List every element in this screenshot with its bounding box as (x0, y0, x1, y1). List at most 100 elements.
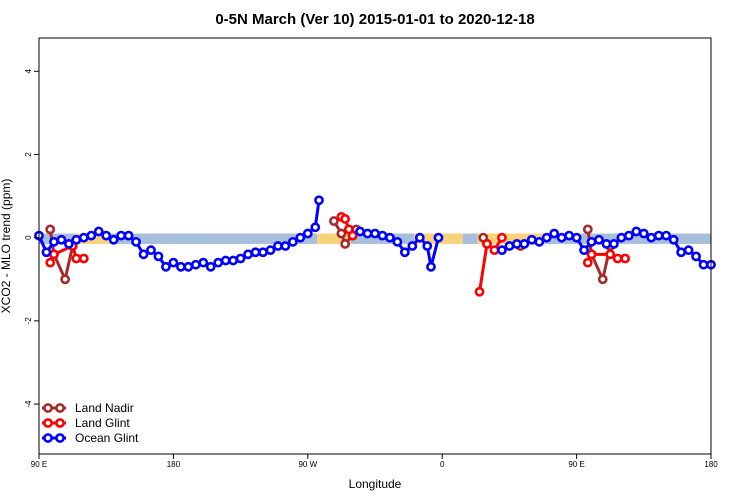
y-axis: -4 -2 0 2 4 (24, 69, 39, 408)
data-point (265, 245, 276, 256)
data-point (597, 274, 608, 285)
data-point (638, 228, 649, 239)
data-point (698, 259, 709, 270)
data-point (161, 261, 171, 272)
data-point (347, 230, 358, 241)
data-point (586, 236, 597, 247)
data-point (497, 232, 507, 243)
data-point (683, 245, 694, 256)
x-tick-label: 90 E (31, 460, 47, 469)
data-point (586, 249, 597, 260)
data-point (653, 230, 664, 241)
data-point (549, 228, 560, 239)
data-point (392, 236, 403, 247)
data-point (631, 226, 642, 237)
data-point (582, 224, 593, 235)
data-point (45, 224, 56, 235)
data-point (489, 245, 500, 256)
data-point (609, 239, 619, 249)
legend-label: Land Glint (75, 416, 130, 430)
y-tick-label: 2 (24, 152, 33, 157)
data-point (116, 230, 127, 241)
data-point (131, 236, 141, 247)
data-point (329, 216, 339, 226)
reference-band (462, 233, 478, 244)
data-point (175, 261, 186, 272)
x-tick-label: 90 W (298, 460, 317, 469)
data-point (250, 247, 261, 258)
data-point (235, 253, 246, 264)
data-point (213, 257, 224, 268)
data-point (243, 249, 253, 260)
data-point (71, 253, 82, 264)
series-land-glint (45, 211, 631, 297)
data-point (541, 232, 552, 243)
data-point (399, 247, 410, 258)
data-point (582, 257, 593, 268)
legend-item: Ocean Glint (42, 431, 139, 445)
data-point (258, 247, 268, 258)
legend-swatch-marker (55, 403, 65, 413)
data-point (78, 253, 89, 264)
data-point (336, 228, 347, 239)
reference-band (109, 233, 318, 244)
data-point (661, 230, 672, 241)
data-point (287, 236, 298, 247)
reference-band (317, 233, 351, 244)
data-point (49, 236, 59, 247)
data-point (71, 234, 82, 245)
data-point (45, 257, 56, 268)
series-land-nadir (45, 216, 616, 285)
x-tick-label: 0 (440, 460, 445, 469)
x-tick-label: 180 (167, 460, 181, 469)
data-point (183, 261, 194, 272)
legend-label: Ocean Glint (75, 431, 139, 445)
data-point (601, 239, 612, 249)
data-point (108, 234, 119, 245)
legend-swatch-marker (43, 433, 53, 443)
legend-label: Land Nadir (75, 401, 134, 415)
data-point (86, 230, 97, 241)
data-point (519, 239, 530, 249)
data-point (228, 255, 239, 266)
data-point (355, 226, 365, 237)
data-point (295, 232, 306, 243)
data-point (168, 257, 179, 268)
data-point (497, 245, 507, 256)
data-point (426, 261, 436, 272)
legend-swatch-marker (55, 418, 65, 428)
plot-frame (38, 37, 712, 455)
data-point (504, 241, 515, 251)
series-layer (34, 195, 716, 297)
data-point (41, 247, 52, 258)
data-point (101, 230, 112, 241)
data-point (280, 241, 291, 251)
data-point (605, 249, 616, 260)
data-point (511, 239, 522, 249)
y-tick-label: -2 (24, 317, 33, 325)
y-tick-label: 4 (24, 69, 33, 74)
legend-swatch-marker (43, 418, 53, 428)
data-point (220, 255, 231, 266)
data-point (474, 286, 485, 297)
data-point (60, 274, 71, 285)
data-point (340, 214, 351, 224)
data-point (676, 247, 687, 258)
data-point (190, 259, 201, 270)
chart-title: 0-5N March (Ver 10) 2015-01-01 to 2020-1… (215, 11, 534, 28)
data-point (198, 257, 209, 268)
data-point (273, 241, 283, 251)
data-point (612, 253, 623, 264)
data-point (646, 232, 657, 243)
series-ocean-glint (34, 195, 716, 272)
data-point (63, 239, 74, 249)
data-point (153, 251, 164, 262)
data-point (310, 222, 321, 233)
data-point (205, 261, 216, 272)
data-point (123, 230, 134, 241)
data-point (93, 226, 104, 237)
y-tick-label: -4 (24, 400, 33, 408)
legend-swatch-marker (55, 433, 65, 443)
